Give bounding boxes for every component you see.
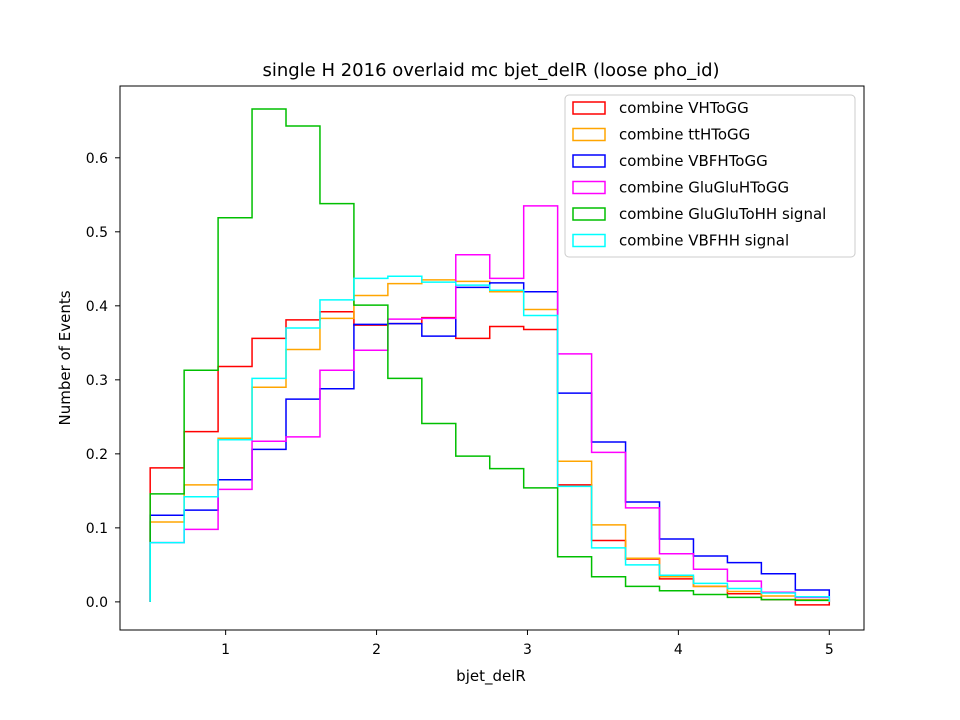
y-tick-label: 0.5 [86,225,108,241]
x-tick-label: 1 [221,642,230,658]
x-tick-label: 4 [674,642,683,658]
legend-box [564,94,856,258]
legend-swatch-6 [572,233,606,248]
legend-swatch-5 [572,207,606,221]
legend-label-2: combine ttHToGG [619,126,750,144]
x-axis: 1 2 3 4 5 [221,630,834,658]
chart-title: single H 2016 overlaid mc bjet_delR (loo… [262,60,719,81]
legend-swatch-4 [572,180,606,195]
x-tick-label: 5 [825,642,834,658]
legend-label-6: combine VBFHH signal [619,232,789,250]
plot-frame [119,85,865,631]
series-line-4 [149,205,831,602]
legend-label-5: combine GluGluToHH signal [619,205,826,223]
y-tick-label: 0.3 [86,373,108,389]
plot-area [149,108,831,606]
x-tick-label: 2 [372,642,381,658]
legend-swatch-3 [572,154,606,168]
series-line-6 [149,275,831,602]
y-axis: 0.0 0.1 0.2 0.3 0.4 0.5 0.6 [86,151,120,611]
legend-label-1: combine VHToGG [619,99,749,117]
y-tick-label: 0.0 [86,595,108,611]
y-axis-label: Number of Events [56,290,74,425]
legend-swatch-1 [572,101,606,115]
x-tick-label: 3 [523,642,532,658]
y-tick-label: 0.4 [86,299,108,315]
legend-swatch-2 [572,127,606,142]
y-tick-label: 0.6 [86,151,108,167]
y-tick-label: 0.2 [86,447,108,463]
x-axis-label: bjet_delR [456,667,526,686]
series-line-5 [149,108,831,602]
legend-label-3: combine VBFHToGG [619,152,768,170]
legend: combine VHToGG combine ttHToGG combine VBF… [564,94,856,258]
legend-label-4: combine GluGluHToGG [619,179,789,197]
y-tick-label: 0.1 [86,521,108,537]
